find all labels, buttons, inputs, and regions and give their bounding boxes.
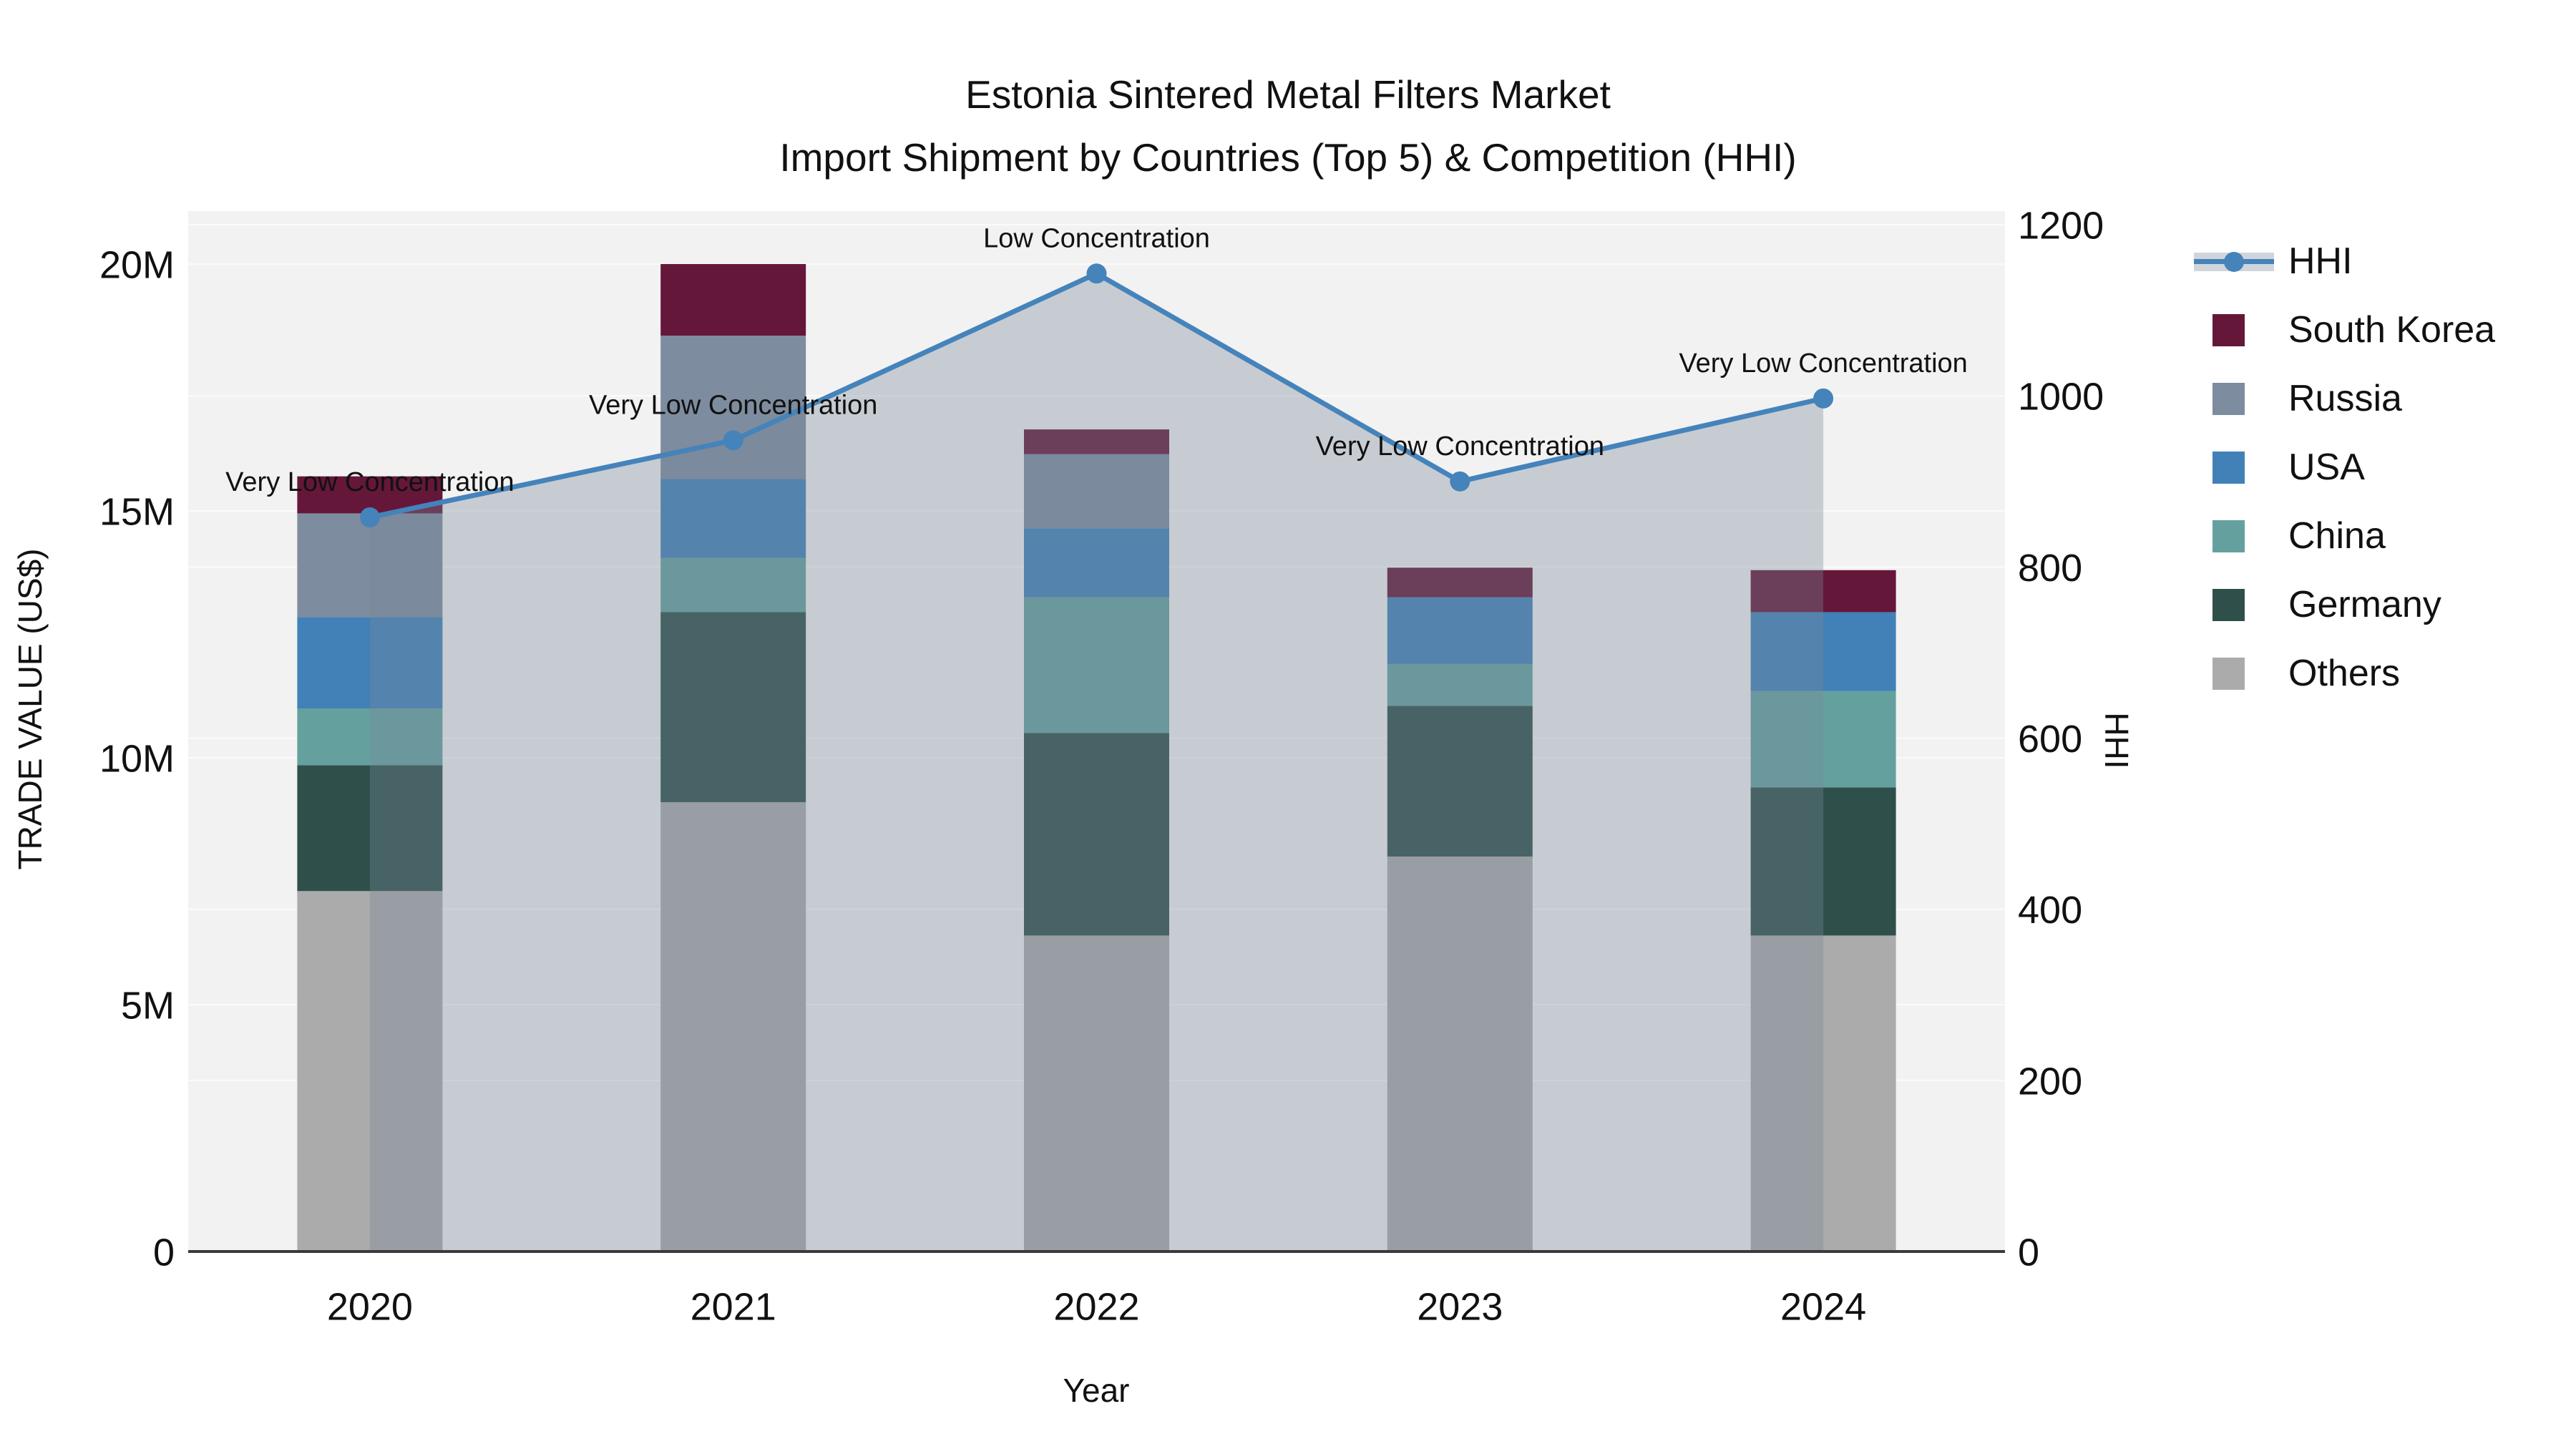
color-swatch-icon [2194, 585, 2278, 625]
x-tick-2023: 2023 [1417, 1285, 1503, 1328]
color-swatch-icon [2194, 379, 2278, 419]
right-tick-600: 600 [2018, 718, 2082, 761]
legend-item-others[interactable]: Others [2194, 639, 2495, 708]
bar-segment-2022-germany [1024, 733, 1169, 936]
right-tick-0: 0 [2018, 1231, 2039, 1274]
bar-segment-2021-others [660, 802, 806, 1252]
bar-segment-2020-germany [297, 765, 443, 892]
bar-segment-2020-russia [297, 513, 443, 618]
bar-segment-2024-germany [1750, 787, 1896, 936]
legend-label: China [2288, 515, 2386, 557]
annotation-2023: Very Low Concentration [1316, 431, 1604, 462]
left-tick-5M: 5M [121, 984, 175, 1027]
bar-segment-2021-russia [660, 336, 806, 479]
left-axis-title: TRADE VALUE (US$) [11, 548, 49, 870]
left-tick-15M: 15M [99, 490, 175, 533]
legend-item-china[interactable]: China [2194, 502, 2495, 570]
bar-segment-2021-usa [660, 479, 806, 558]
left-tick-20M: 20M [99, 243, 175, 286]
bar-segment-2020-usa [297, 617, 443, 708]
legend-item-russia[interactable]: Russia [2194, 364, 2495, 433]
legend: HHI South Korea Russia USA China Germany Other… [2194, 227, 2495, 708]
legend-label: South Korea [2288, 309, 2496, 351]
right-tick-200: 200 [2018, 1060, 2082, 1103]
legend-label: HHI [2288, 240, 2353, 282]
left-tick-10M: 10M [99, 737, 175, 780]
x-tick-2022: 2022 [1053, 1285, 1139, 1328]
chart-title-line1: Estonia Sintered Metal Filters Market [965, 72, 1611, 117]
right-tick-1200: 1200 [2018, 205, 2104, 248]
bar-segment-2022-south-korea [1024, 429, 1169, 454]
hhi-marker-2021 [723, 430, 743, 451]
bar-segment-2021-germany [660, 612, 806, 803]
chart-title: Estonia Sintered Metal Filters Market Im… [0, 63, 2576, 189]
bar-segment-2023-china [1387, 663, 1533, 706]
bar-segment-2023-germany [1387, 706, 1533, 857]
bar-segment-2024-others [1750, 935, 1896, 1252]
bar-segment-2024-china [1750, 691, 1896, 788]
annotation-2022: Low Concentration [983, 223, 1210, 253]
x-tick-2024: 2024 [1780, 1285, 1866, 1328]
legend-label: Russia [2288, 378, 2402, 419]
bar-segment-2023-usa [1387, 597, 1533, 664]
x-axis-title: Year [1063, 1372, 1130, 1409]
color-swatch-icon [2194, 516, 2278, 556]
hhi-line-swatch-icon [2194, 241, 2278, 281]
bar-segment-2023-others [1387, 857, 1533, 1252]
bar-segment-2023-south-korea [1387, 567, 1533, 597]
bar-segment-2022-china [1024, 597, 1169, 733]
bar-segment-2020-china [297, 708, 443, 766]
bar-segment-2022-others [1024, 935, 1169, 1252]
x-tick-2021: 2021 [691, 1285, 776, 1328]
legend-item-hhi[interactable]: HHI [2194, 227, 2495, 296]
right-tick-1000: 1000 [2018, 376, 2104, 419]
bar-segment-2021-china [660, 557, 806, 613]
right-tick-400: 400 [2018, 889, 2082, 932]
right-axis-title: HHI [2098, 712, 2135, 769]
bar-segment-2024-south-korea [1750, 570, 1896, 613]
bar-segment-2024-usa [1750, 612, 1896, 691]
bar-segment-2021-south-korea [660, 264, 806, 336]
annotation-2020: Very Low Concentration [225, 467, 514, 497]
hhi-marker-2023 [1450, 471, 1470, 492]
color-swatch-icon [2194, 447, 2278, 487]
color-swatch-icon [2194, 310, 2278, 350]
bar-segment-2022-russia [1024, 454, 1169, 529]
legend-item-usa[interactable]: USA [2194, 433, 2495, 502]
left-tick-0: 0 [153, 1231, 175, 1274]
annotation-2024: Very Low Concentration [1679, 348, 1967, 379]
legend-label: Others [2288, 653, 2401, 694]
hhi-marker-2022 [1086, 263, 1107, 284]
hhi-marker-2024 [1813, 388, 1834, 409]
legend-item-south-korea[interactable]: South Korea [2194, 296, 2495, 364]
legend-item-germany[interactable]: Germany [2194, 570, 2495, 639]
bar-segment-2020-others [297, 891, 443, 1252]
bar-segment-2022-usa [1024, 528, 1169, 597]
chart-title-line2: Import Shipment by Countries (Top 5) & C… [779, 135, 1797, 180]
right-tick-800: 800 [2018, 547, 2082, 590]
annotation-2021: Very Low Concentration [589, 390, 877, 420]
x-tick-2020: 2020 [327, 1285, 413, 1328]
legend-label: Germany [2288, 584, 2441, 625]
hhi-area-fill [369, 273, 1824, 1252]
color-swatch-icon [2194, 653, 2278, 693]
legend-label: USA [2288, 447, 2365, 488]
hhi-marker-2020 [359, 507, 380, 528]
